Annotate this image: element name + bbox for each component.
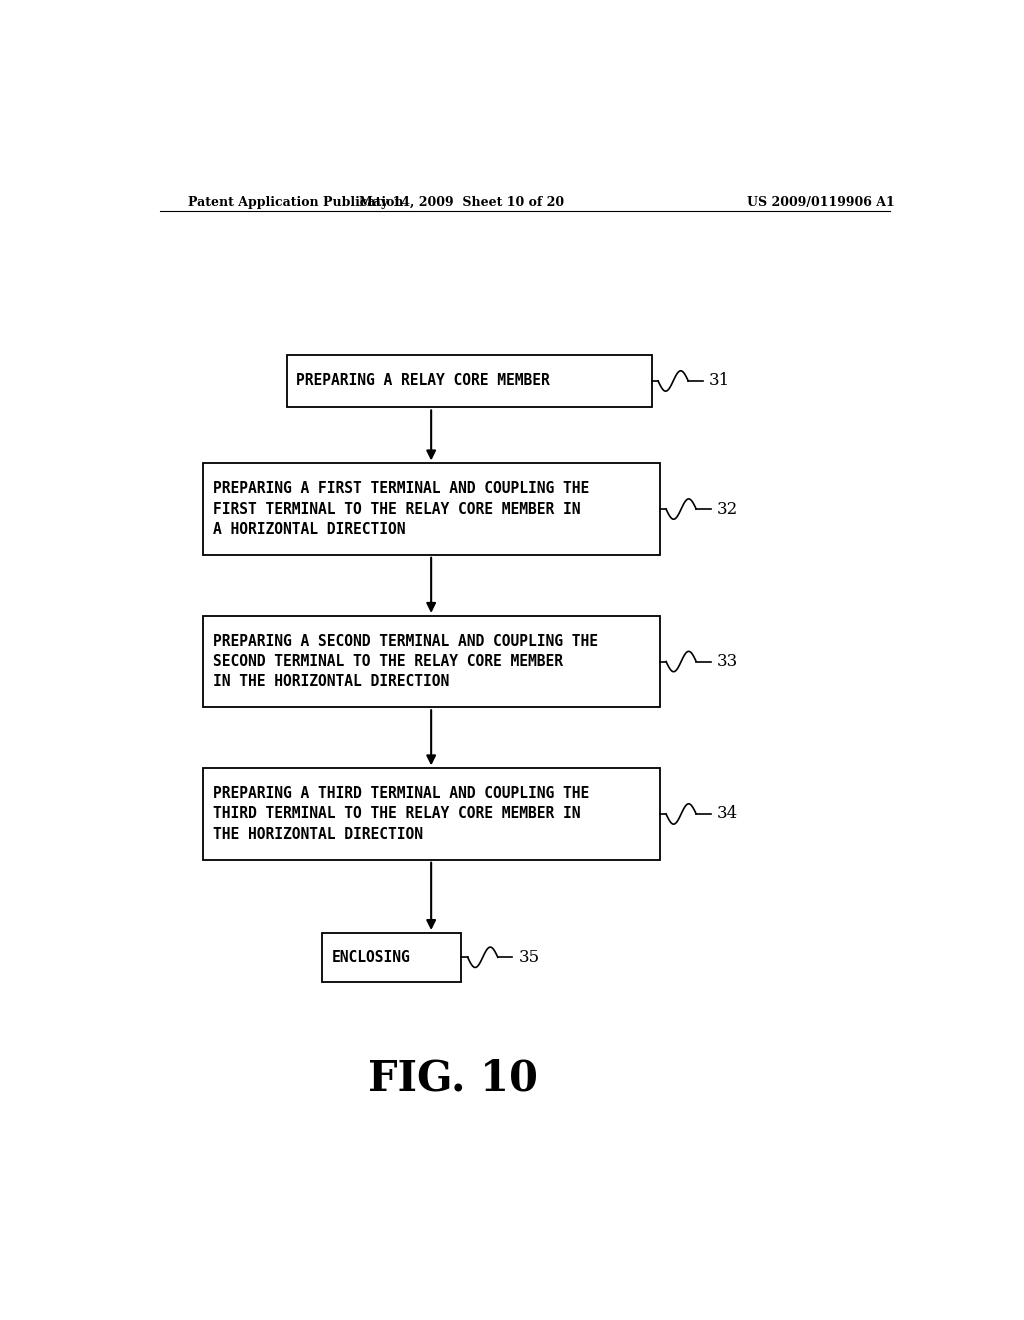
Text: May 14, 2009  Sheet 10 of 20: May 14, 2009 Sheet 10 of 20 [358, 195, 564, 209]
FancyBboxPatch shape [204, 463, 659, 554]
Text: FIG. 10: FIG. 10 [369, 1057, 539, 1100]
FancyBboxPatch shape [204, 615, 659, 708]
Text: PREPARING A FIRST TERMINAL AND COUPLING THE
FIRST TERMINAL TO THE RELAY CORE MEM: PREPARING A FIRST TERMINAL AND COUPLING … [213, 482, 589, 537]
Text: US 2009/0119906 A1: US 2009/0119906 A1 [748, 195, 895, 209]
FancyBboxPatch shape [323, 933, 461, 982]
FancyBboxPatch shape [204, 768, 659, 859]
FancyBboxPatch shape [287, 355, 652, 408]
Text: 34: 34 [717, 805, 738, 822]
Text: 33: 33 [717, 653, 738, 671]
Text: PREPARING A THIRD TERMINAL AND COUPLING THE
THIRD TERMINAL TO THE RELAY CORE MEM: PREPARING A THIRD TERMINAL AND COUPLING … [213, 787, 589, 842]
Text: 32: 32 [717, 500, 738, 517]
Text: 31: 31 [709, 372, 730, 389]
Text: Patent Application Publication: Patent Application Publication [187, 195, 403, 209]
Text: 35: 35 [518, 949, 540, 966]
Text: PREPARING A RELAY CORE MEMBER: PREPARING A RELAY CORE MEMBER [296, 374, 550, 388]
Text: ENCLOSING: ENCLOSING [332, 950, 411, 965]
Text: PREPARING A SECOND TERMINAL AND COUPLING THE
SECOND TERMINAL TO THE RELAY CORE M: PREPARING A SECOND TERMINAL AND COUPLING… [213, 634, 598, 689]
